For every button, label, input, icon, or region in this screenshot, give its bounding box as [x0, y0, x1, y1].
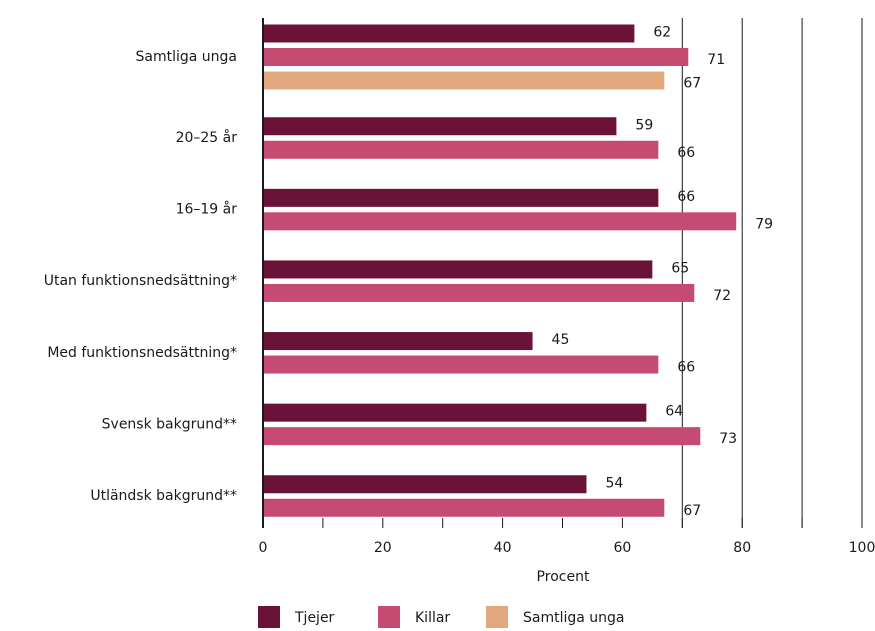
bar [263, 212, 737, 231]
x-tick-label: 40 [494, 540, 512, 556]
bar [263, 332, 533, 351]
legend-label: Tjejer [294, 610, 335, 626]
y-tick-label: Samtliga unga [136, 49, 238, 65]
y-tick-label: Utan funktionsnedsättning* [44, 273, 237, 289]
bar [263, 355, 659, 374]
y-tick-label: Med funktionsnedsättning* [47, 345, 237, 361]
value-label: 64 [665, 404, 683, 420]
bar [263, 403, 647, 422]
legend-swatch [258, 606, 280, 628]
value-label: 45 [552, 332, 570, 348]
bar [263, 188, 659, 207]
bar [263, 24, 635, 43]
y-tick-label: Svensk bakgrund** [102, 416, 237, 432]
x-axis-label: Procent [537, 569, 590, 585]
legend-swatch [378, 606, 400, 628]
bar [263, 427, 701, 446]
x-tick-label: 80 [733, 540, 751, 556]
value-label: 66 [677, 360, 695, 376]
x-tick-label: 20 [374, 540, 392, 556]
x-tick-label: 60 [613, 540, 631, 556]
bar [263, 71, 665, 90]
value-label: 67 [683, 76, 701, 92]
value-label: 73 [719, 431, 737, 447]
legend-label: Killar [415, 610, 450, 626]
value-label: 66 [677, 189, 695, 205]
value-label: 67 [683, 503, 701, 519]
y-tick-label: 20–25 år [176, 129, 238, 146]
y-tick-label: 16–19 år [176, 201, 238, 218]
value-label: 62 [653, 25, 671, 41]
bar [263, 498, 665, 517]
legend-swatch [486, 606, 508, 628]
value-label: 71 [707, 52, 725, 68]
bar [263, 283, 695, 302]
value-label: 72 [713, 288, 731, 304]
y-tick-label: Utländsk bakgrund** [90, 488, 237, 504]
value-label: 59 [635, 117, 653, 133]
bar [263, 475, 587, 494]
bar [263, 117, 617, 136]
x-tick-label: 100 [849, 540, 875, 556]
legend-label: Samtliga unga [523, 610, 625, 626]
value-label: 65 [671, 260, 689, 276]
bar [263, 260, 653, 279]
bar [263, 140, 659, 159]
value-label: 66 [677, 145, 695, 161]
x-tick-label: 0 [259, 540, 268, 556]
value-label: 54 [605, 475, 623, 491]
value-label: 79 [755, 216, 773, 232]
bar [263, 48, 689, 66]
